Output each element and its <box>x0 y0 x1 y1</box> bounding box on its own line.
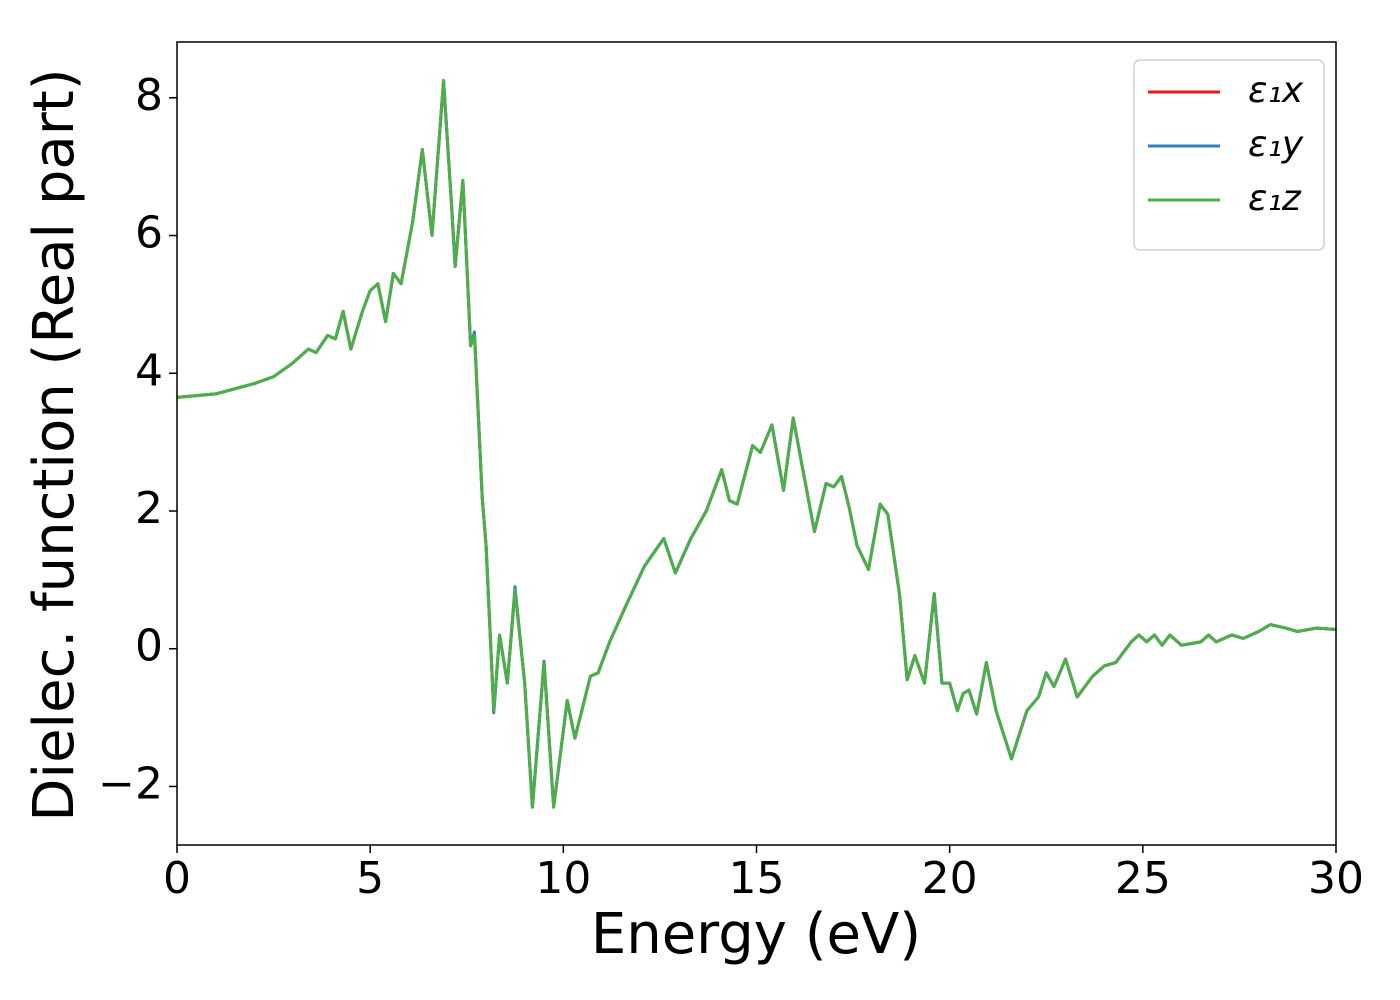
y-tick-label: 4 <box>135 345 163 396</box>
x-tick-label: 0 <box>163 853 191 904</box>
y-axis-label: Dielec. function (Real part) <box>22 68 87 821</box>
x-tick-label: 10 <box>535 853 591 904</box>
plot-frame <box>176 41 1337 846</box>
y-tick-label: 0 <box>135 621 163 672</box>
x-tick-label: 25 <box>1115 853 1171 904</box>
x-tick-label: 30 <box>1308 853 1364 904</box>
legend-label: ε₁y <box>1248 124 1304 165</box>
legend-label: ε₁x <box>1248 70 1304 111</box>
y-tick-label: 8 <box>135 70 163 121</box>
y-tick-label: 6 <box>135 208 163 259</box>
x-tick-label: 20 <box>922 853 978 904</box>
legend-label: ε₁z <box>1248 178 1302 219</box>
data-line <box>177 79 1336 809</box>
x-tick-label: 5 <box>356 853 384 904</box>
y-tick-label: 2 <box>135 483 163 534</box>
y-tick-label: −2 <box>98 758 163 809</box>
x-axis-label: Energy (eV) <box>591 902 921 967</box>
legend-box <box>1133 59 1325 251</box>
x-tick-label: 15 <box>729 853 785 904</box>
